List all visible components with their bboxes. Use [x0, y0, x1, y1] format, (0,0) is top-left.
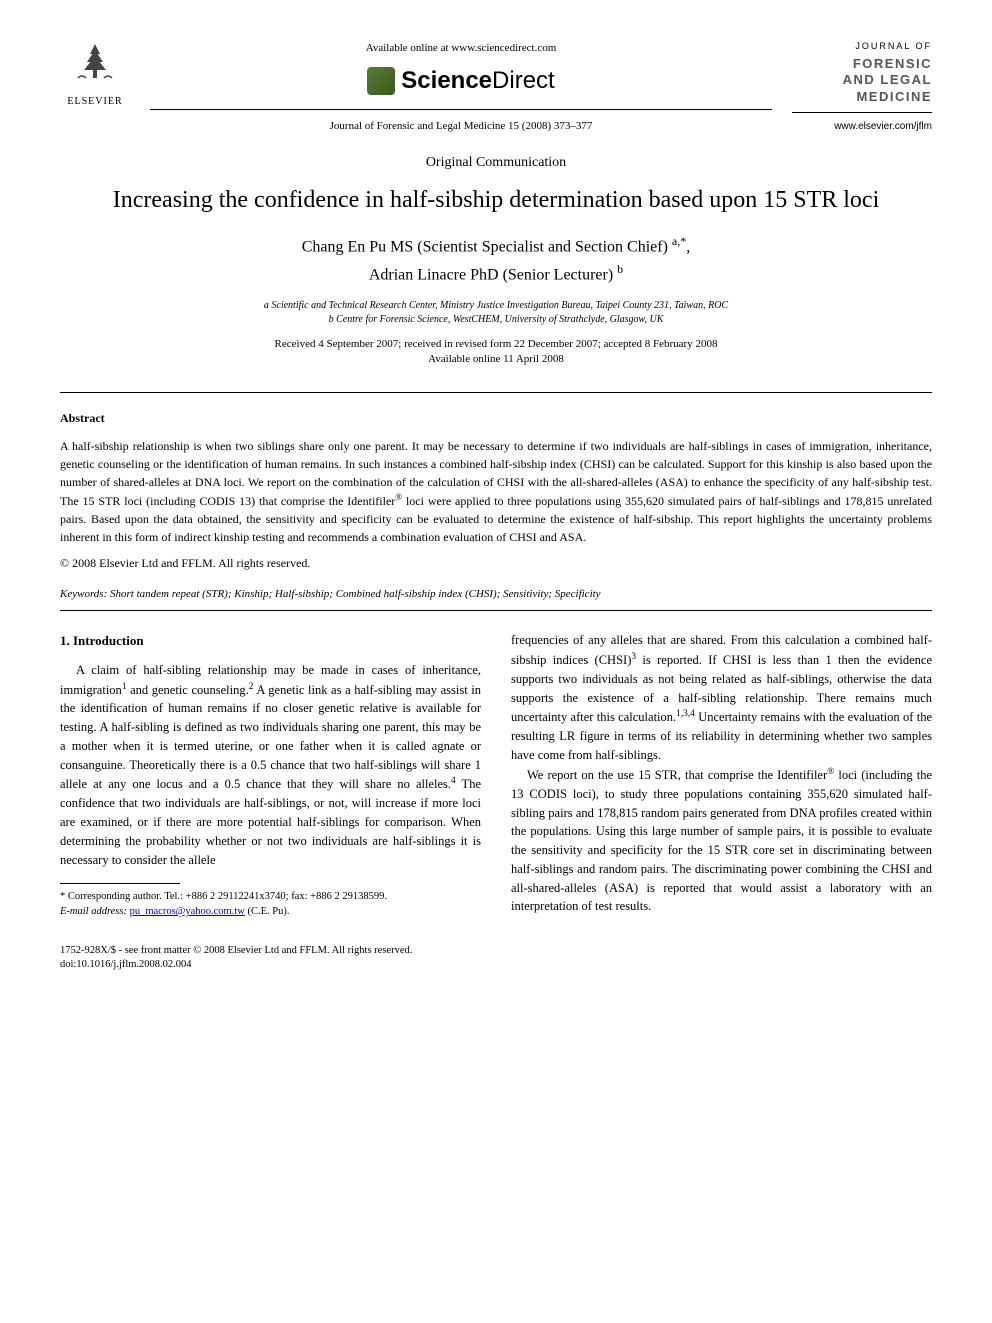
doi-line: doi:10.1016/j.jflm.2008.02.004: [60, 958, 932, 973]
affiliation-b: b Centre for Forensic Science, WestCHEM,…: [60, 313, 932, 327]
sciencedirect-logo: ScienceDirect: [150, 63, 772, 99]
issn-line: 1752-928X/$ - see front matter © 2008 El…: [60, 944, 932, 959]
sciencedirect-text: ScienceDirect: [401, 63, 554, 99]
elsevier-tree-icon: [60, 40, 130, 92]
header-rule: [150, 109, 772, 110]
keywords-label: Keywords:: [60, 588, 107, 600]
abstract-bottom-rule: [60, 610, 932, 611]
article-title: Increasing the confidence in half-sibshi…: [100, 185, 892, 216]
corresponding-text: * Corresponding author. Tel.: +886 2 291…: [60, 890, 481, 905]
journal-name-line-1: FORENSIC: [792, 56, 932, 73]
keywords-list: Short tandem repeat (STR); Kinship; Half…: [110, 588, 601, 600]
elsevier-logo: ELSEVIER: [60, 40, 130, 109]
abstract-copyright: © 2008 Elsevier Ltd and FFLM. All rights…: [60, 554, 932, 572]
intro-paragraph-2: We report on the use 15 STR, that compri…: [511, 765, 932, 916]
affiliation-a: a Scientific and Technical Research Cent…: [60, 299, 932, 313]
received-dates: Received 4 September 2007; received in r…: [60, 337, 932, 352]
column-right: frequencies of any alleles that are shar…: [511, 631, 932, 919]
journal-name-line-2: AND LEGAL: [792, 72, 932, 89]
footnote-separator: [60, 883, 180, 884]
authors: Chang En Pu MS (Scientist Specialist and…: [60, 232, 932, 287]
intro-paragraph-1-cont: frequencies of any alleles that are shar…: [511, 631, 932, 765]
journal-of-label: JOURNAL OF: [792, 40, 932, 54]
corresponding-author-footnote: * Corresponding author. Tel.: +886 2 291…: [60, 890, 481, 919]
intro-paragraph-1: A claim of half-sibling relationship may…: [60, 661, 481, 870]
available-online-text: Available online at www.sciencedirect.co…: [150, 40, 772, 57]
journal-box-rule: [792, 112, 932, 113]
footer: 1752-928X/$ - see front matter © 2008 El…: [60, 944, 932, 973]
available-online-date: Available online 11 April 2008: [60, 352, 932, 367]
journal-box: JOURNAL OF FORENSIC AND LEGAL MEDICINE w…: [792, 40, 932, 134]
affiliations: a Scientific and Technical Research Cent…: [60, 299, 932, 327]
center-header: Available online at www.sciencedirect.co…: [130, 40, 792, 134]
article-dates: Received 4 September 2007; received in r…: [60, 337, 932, 368]
email-label: E-mail address:: [60, 906, 127, 917]
sciencedirect-icon: [367, 67, 395, 95]
email-address[interactable]: pu_macros@yahoo.com.tw: [130, 906, 245, 917]
abstract-text: A half-sibship relationship is when two …: [60, 437, 932, 546]
elsevier-label: ELSEVIER: [60, 94, 130, 109]
article-type: Original Communication: [60, 152, 932, 173]
intro-heading: 1. Introduction: [60, 631, 481, 651]
abstract-heading: Abstract: [60, 409, 932, 427]
journal-url: www.elsevier.com/jflm: [792, 119, 932, 134]
abstract-top-rule: [60, 392, 932, 393]
email-suffix: (C.E. Pu).: [247, 906, 289, 917]
journal-citation: Journal of Forensic and Legal Medicine 1…: [150, 118, 772, 135]
journal-name-line-3: MEDICINE: [792, 89, 932, 106]
body-columns: 1. Introduction A claim of half-sibling …: [60, 631, 932, 919]
header-row: ELSEVIER Available online at www.science…: [60, 40, 932, 134]
keywords: Keywords: Short tandem repeat (STR); Kin…: [60, 586, 932, 603]
email-line: E-mail address: pu_macros@yahoo.com.tw (…: [60, 905, 481, 920]
column-left: 1. Introduction A claim of half-sibling …: [60, 631, 481, 919]
